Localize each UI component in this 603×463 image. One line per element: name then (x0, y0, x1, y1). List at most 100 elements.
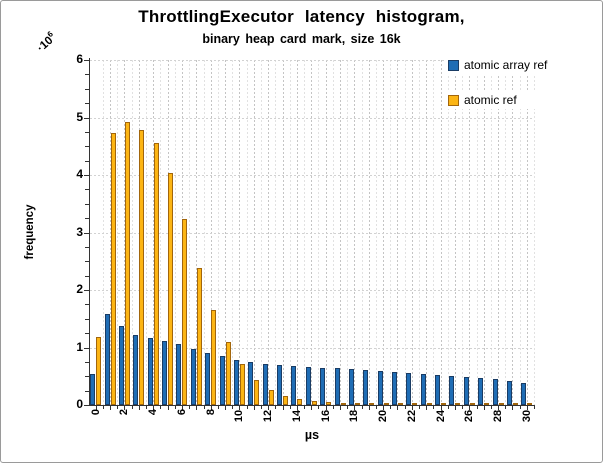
y-axis-tick (84, 290, 89, 291)
x-axis-tick (131, 406, 133, 409)
x-axis-tick (217, 406, 219, 409)
y-axis-tick (84, 232, 89, 234)
bar-atomic-array-ref (506, 380, 512, 405)
y-tick-label: 6 (76, 52, 83, 66)
x-tick-label: 28 (492, 409, 505, 422)
bar-atomic-array-ref (104, 313, 110, 405)
bar-atomic-array-ref (363, 369, 369, 405)
x-tick-label: 0 (89, 409, 102, 416)
bar-atomic-array-ref (334, 368, 340, 405)
x-axis-tick (196, 406, 198, 410)
bar-atomic-array-ref (449, 375, 455, 405)
bar-atomic-array-ref (133, 334, 139, 405)
x-axis-title: µs (304, 428, 320, 442)
legend-label-atomic-array-ref: atomic array ref (464, 58, 548, 72)
x-axis-tick (203, 406, 205, 409)
legend-label-atomic-ref: atomic ref (464, 93, 517, 107)
y-axis-tick (85, 246, 89, 248)
chart-subtitle: binary heap card mark, size 16k (202, 32, 401, 46)
x-axis-tick (469, 406, 471, 410)
x-tick-label: 10 (233, 409, 246, 422)
y-axis-line (89, 58, 90, 406)
x-axis-tick (304, 406, 306, 409)
legend: atomic array ref atomic ref (445, 56, 551, 126)
bar-atomic-ref (96, 336, 102, 405)
y-axis-tick (85, 304, 89, 306)
x-axis-line (89, 405, 535, 406)
bar-atomic-array-ref (305, 367, 311, 405)
bar-atomic-array-ref (219, 356, 225, 405)
y-axis-tick (85, 131, 89, 133)
bar-atomic-ref (110, 133, 116, 405)
x-axis-tick (311, 406, 313, 410)
x-axis-tick (181, 406, 183, 410)
y-axis-tick (84, 117, 89, 119)
bar-atomic-ref (326, 402, 332, 405)
x-axis-tick (160, 406, 162, 409)
x-axis-tick (498, 406, 500, 410)
bar-atomic-ref (397, 403, 403, 405)
bar-atomic-array-ref (406, 372, 412, 405)
bar-atomic-array-ref (391, 372, 397, 405)
y-axis-tick (85, 333, 89, 335)
x-tick-label: 6 (175, 409, 188, 416)
bar-atomic-ref (297, 399, 303, 405)
x-axis-tick (375, 406, 377, 409)
y-axis-tick (84, 60, 89, 61)
bar-atomic-ref (498, 403, 504, 405)
bar-atomic-ref (469, 403, 475, 405)
x-axis-tick (340, 406, 342, 410)
bar-atomic-array-ref (233, 359, 239, 405)
gridline-vertical (534, 60, 535, 405)
y-axis-tick (85, 275, 89, 277)
y-axis-tick (84, 347, 89, 349)
bar-atomic-ref (412, 403, 418, 405)
bar-atomic-array-ref (262, 364, 268, 405)
x-axis-tick (404, 406, 406, 409)
bar-atomic-ref (283, 395, 289, 405)
x-tick-label: 4 (147, 409, 160, 416)
x-tick-label: 20 (377, 409, 390, 422)
bar-atomic-array-ref (435, 374, 441, 405)
bar-atomic-ref (254, 380, 260, 405)
bar-atomic-ref (239, 364, 245, 405)
x-axis-tick (153, 406, 155, 410)
y-axis-tick (85, 318, 89, 320)
y-axis-tick (85, 376, 89, 378)
bar-atomic-ref (211, 310, 217, 405)
x-axis-tick (102, 406, 104, 409)
x-axis-tick (275, 406, 277, 409)
x-axis-tick (476, 406, 478, 409)
y-axis-tick (85, 74, 89, 76)
legend-item-atomic-array-ref: atomic array ref (445, 56, 551, 74)
bar-atomic-array-ref (420, 373, 426, 405)
y-axis-tick (85, 390, 89, 392)
bar-atomic-ref (369, 403, 375, 405)
x-axis-tick (368, 406, 370, 410)
bar-atomic-array-ref (463, 376, 469, 405)
y-tick-label: 1 (76, 339, 83, 354)
bar-atomic-array-ref (118, 326, 124, 405)
gridline-horizontal (90, 60, 534, 61)
y-axis-tick (85, 146, 89, 148)
bar-atomic-ref (512, 403, 518, 405)
x-axis-tick (534, 406, 535, 409)
x-axis-tick (232, 406, 234, 409)
x-axis-tick (397, 406, 399, 410)
x-tick-label: 16 (319, 409, 332, 422)
x-axis-tick (146, 406, 148, 409)
gridline-horizontal (90, 175, 534, 176)
x-axis-tick (189, 406, 191, 409)
bar-atomic-array-ref (291, 366, 297, 405)
x-axis-tick (512, 406, 514, 410)
bar-atomic-array-ref (492, 379, 498, 405)
bar-atomic-array-ref (478, 377, 484, 405)
gridline-horizontal (90, 290, 534, 291)
x-tick-label: 14 (290, 409, 303, 422)
bar-atomic-ref (182, 219, 188, 405)
x-axis-tick (95, 406, 97, 410)
x-axis-tick (440, 406, 442, 410)
x-axis-tick (239, 406, 241, 410)
x-axis-tick (347, 406, 349, 409)
bar-atomic-ref (139, 129, 145, 405)
